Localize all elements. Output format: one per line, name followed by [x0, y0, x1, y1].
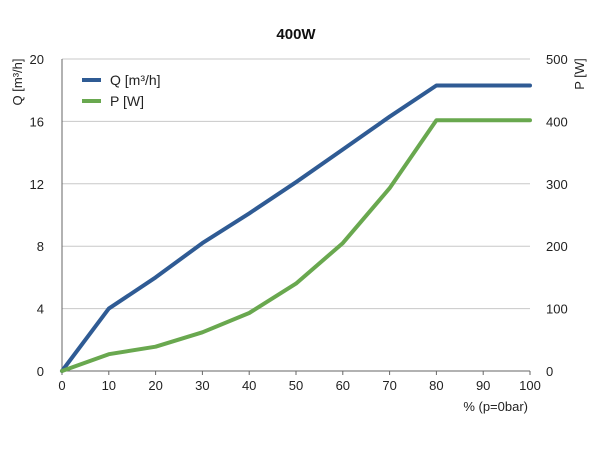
- y-tick-label-left: 8: [37, 239, 44, 254]
- y-tick-label-left: 20: [30, 52, 44, 67]
- x-tick-label: 50: [289, 378, 303, 393]
- x-tick-label: 70: [382, 378, 396, 393]
- x-tick-label: 0: [58, 378, 65, 393]
- x-tick-label: 60: [336, 378, 350, 393]
- x-tick-label: 80: [429, 378, 443, 393]
- x-tick-label: 90: [476, 378, 490, 393]
- x-tick-label: 20: [148, 378, 162, 393]
- x-tick-label: 40: [242, 378, 256, 393]
- y-tick-label-right: 300: [546, 177, 568, 192]
- y-tick-label-right: 400: [546, 114, 568, 129]
- y-tick-label-left: 16: [30, 114, 44, 129]
- axes: [61, 59, 531, 375]
- legend-label: Q [m³/h]: [110, 72, 161, 88]
- legend: Q [m³/h] P [W]: [82, 72, 161, 109]
- y-tick-label-right: 100: [546, 302, 568, 317]
- x-tick-label: 100: [519, 378, 541, 393]
- y-tick-label-right: 500: [546, 52, 568, 67]
- y-axis-label-right: P [W]: [572, 58, 587, 90]
- series-line-q: [60, 83, 532, 373]
- chart-title: 400W: [276, 26, 316, 43]
- series-line-p: [60, 118, 532, 373]
- y-tick-label-right: 0: [546, 364, 553, 379]
- y-axis-label-left: Q [m³/h]: [10, 59, 25, 106]
- y-tick-label-right: 200: [546, 239, 568, 254]
- x-axis-label: % (p=0bar): [463, 399, 528, 414]
- series-lines: [60, 83, 532, 373]
- y-tick-label-left: 4: [37, 302, 44, 317]
- y-tick-label-left: 0: [37, 364, 44, 379]
- x-tick-label: 30: [195, 378, 209, 393]
- legend-label: P [W]: [110, 93, 144, 109]
- x-tick-label: 10: [102, 378, 116, 393]
- y-tick-label-left: 12: [30, 177, 44, 192]
